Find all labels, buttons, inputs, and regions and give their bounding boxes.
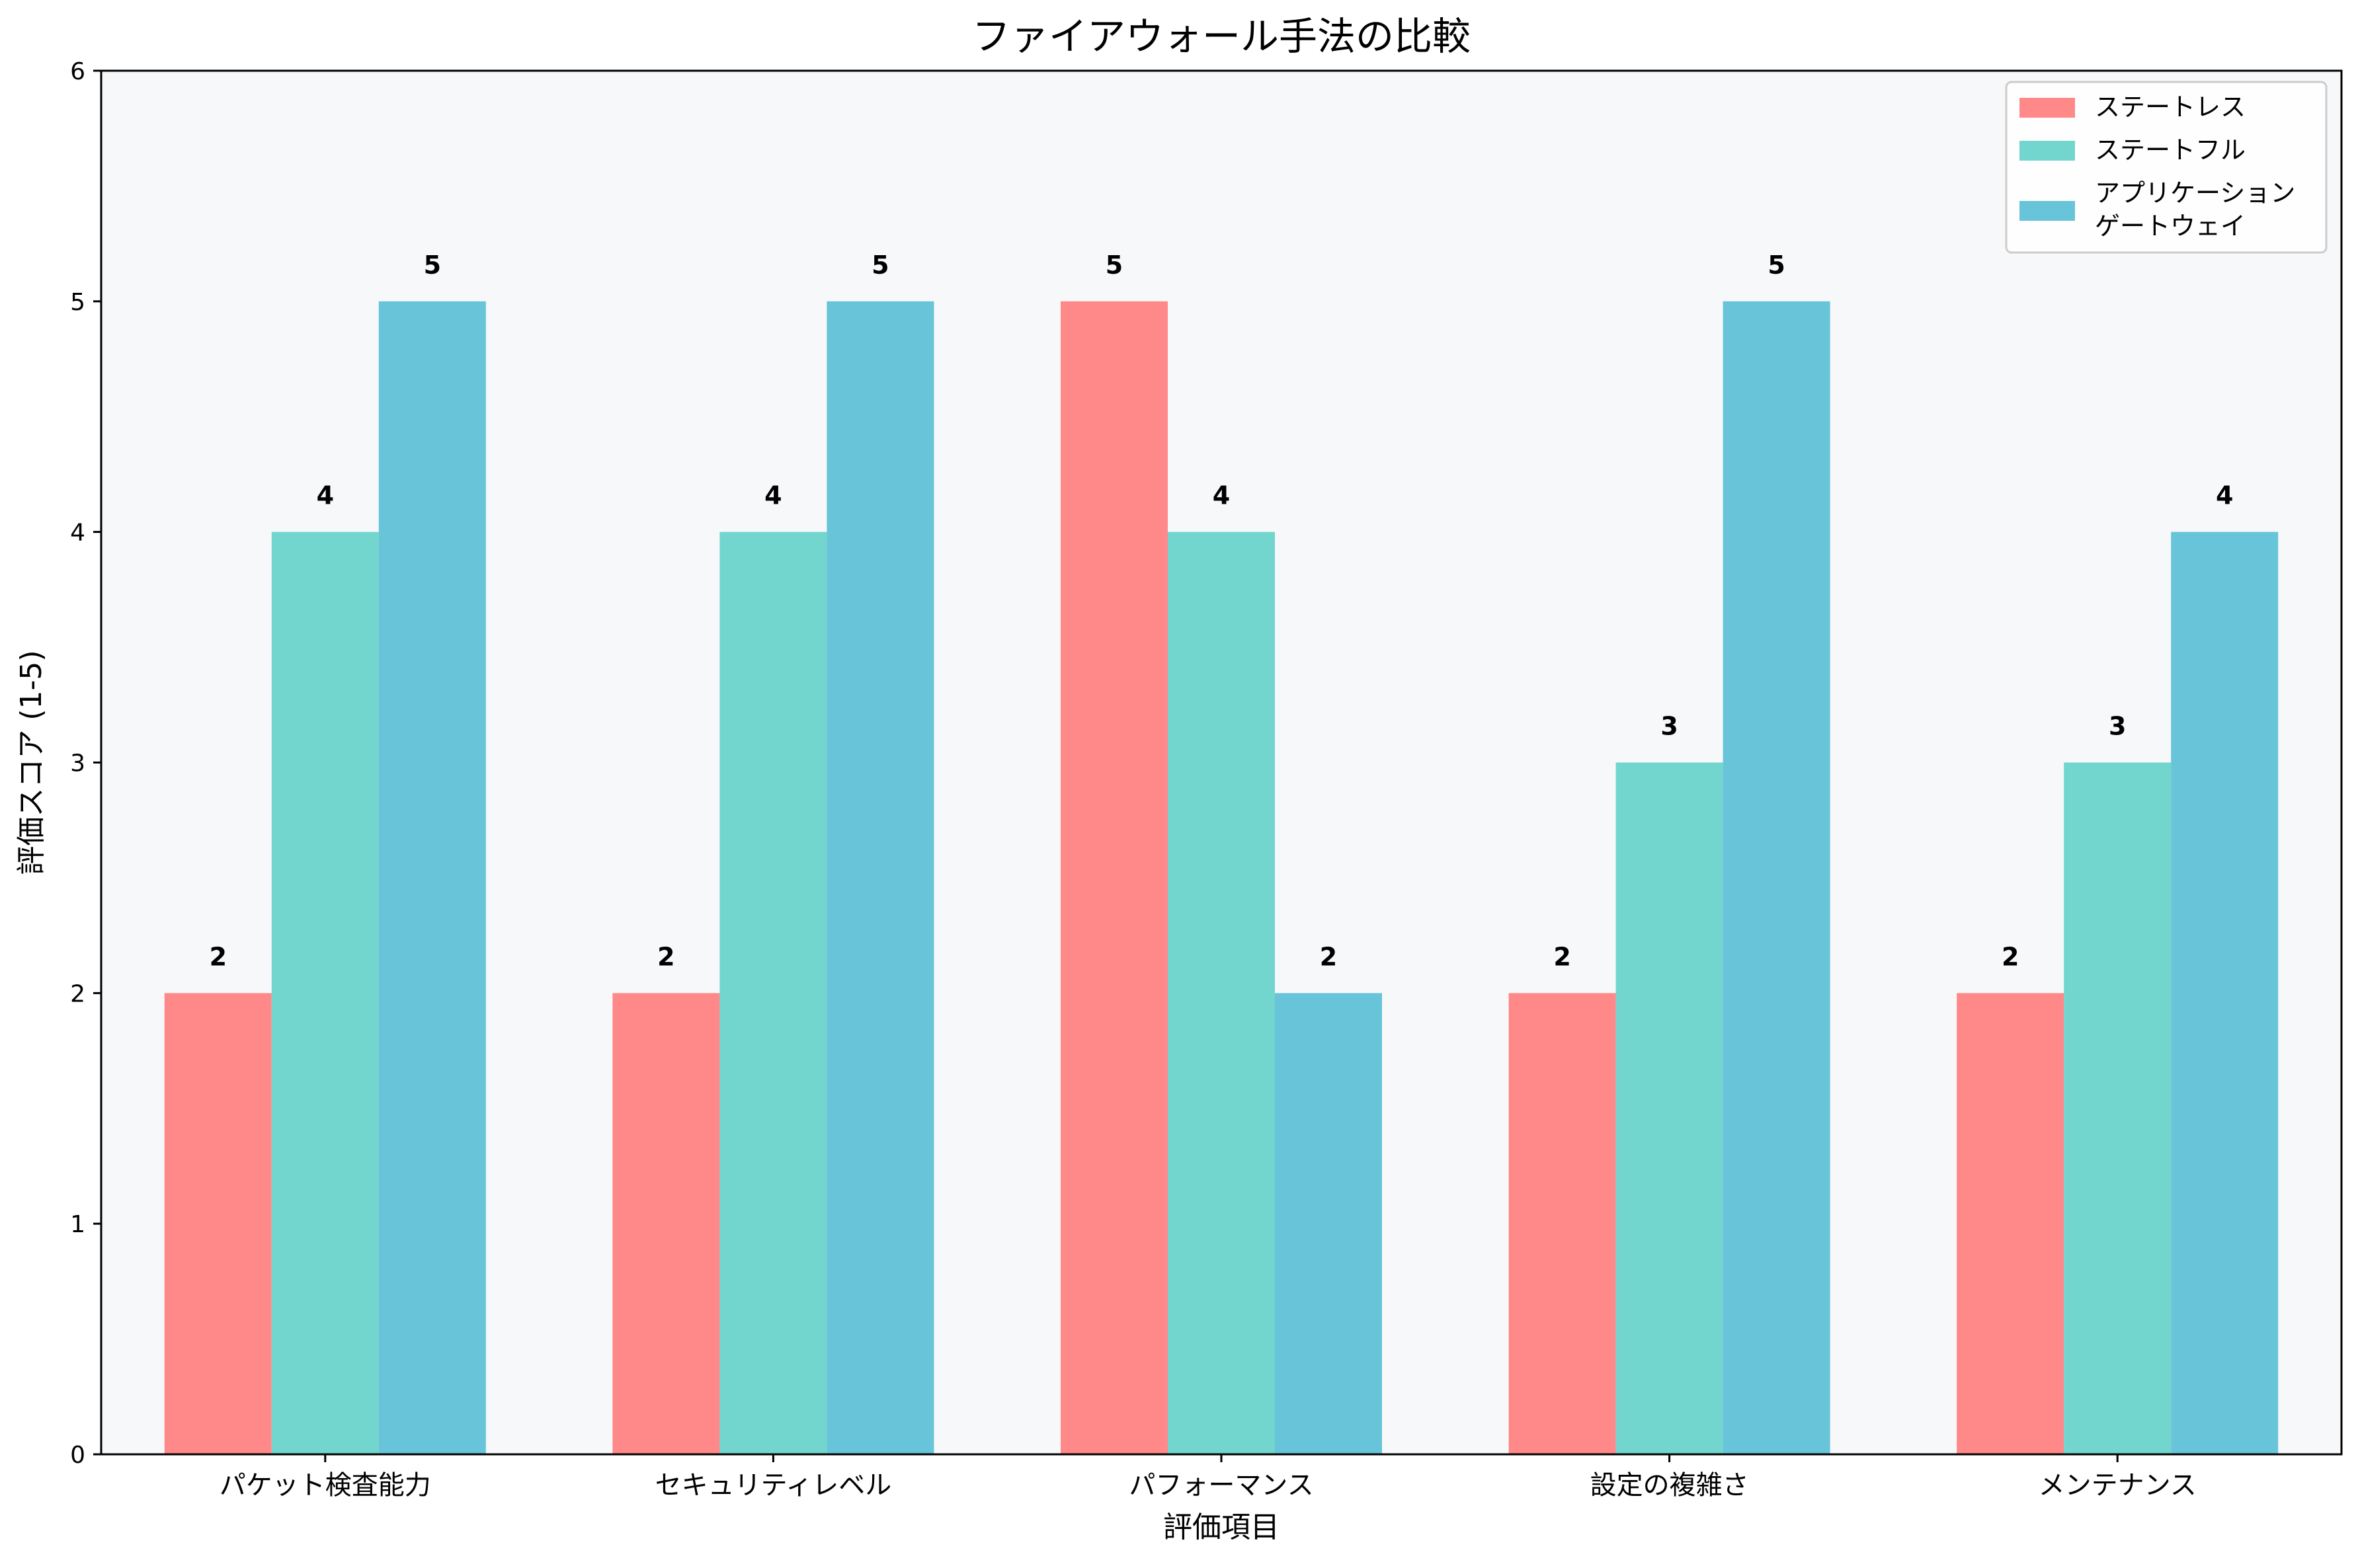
bar-value-label: 4 (317, 481, 334, 510)
bar-value-label: 5 (872, 251, 889, 280)
bars-group (164, 301, 2279, 1454)
bar-value-label: 2 (2002, 942, 2019, 971)
y-tick-label: 3 (70, 750, 85, 777)
y-axis: 0 1 2 3 4 5 6 (70, 58, 101, 1469)
bar (164, 993, 272, 1454)
x-tick-label: パケット検査能力 (220, 1470, 431, 1501)
legend-box (2005, 81, 2328, 254)
x-tick-label: メンテナンス (2039, 1470, 2197, 1501)
bar-value-label: 2 (1553, 942, 1570, 971)
bar (827, 301, 934, 1454)
bar-value-label: 2 (210, 942, 227, 971)
chart-title: ファイアウォール手法の比較 (972, 14, 1471, 59)
bar (1275, 993, 1382, 1454)
bar (2064, 762, 2172, 1454)
x-tick-label: セキュリティレベル (655, 1470, 892, 1501)
x-tick-label: パフォーマンス (1129, 1470, 1313, 1501)
bar (378, 301, 486, 1454)
bar (1723, 301, 1830, 1454)
y-tick-label: 6 (70, 58, 85, 85)
bar (1508, 993, 1616, 1454)
bar (1061, 301, 1168, 1454)
bar (2171, 531, 2279, 1454)
bar (612, 993, 720, 1454)
bar-value-label: 4 (764, 481, 782, 510)
bar-value-label: 2 (657, 942, 674, 971)
bar-value-label: 4 (1213, 481, 1230, 510)
x-tick-label: 設定の複雑さ (1590, 1470, 1749, 1501)
y-tick-label: 0 (70, 1442, 85, 1469)
y-tick-label: 1 (70, 1211, 85, 1238)
bar (719, 531, 827, 1454)
bar (1957, 993, 2064, 1454)
legend-label: アプリケーションゲートウェイ (2095, 178, 2295, 241)
legend-label: ステートフル (2095, 136, 2246, 165)
bar-value-label: 3 (2109, 712, 2126, 741)
y-axis-label: 評価スコア (1-5) (15, 650, 48, 875)
bar (271, 531, 379, 1454)
y-tick-label: 2 (70, 980, 85, 1007)
bar-value-label: 5 (424, 251, 441, 280)
x-axis-label: 評価項目 (1163, 1510, 1280, 1544)
y-tick-label: 5 (70, 289, 85, 316)
x-axis: パケット検査能力 セキュリティレベル パフォーマンス 設定の複雑さ メンテナンス (220, 1454, 2197, 1501)
bar (1615, 762, 1723, 1454)
bar-value-label: 2 (1320, 942, 1337, 971)
bar-value-label: 3 (1660, 712, 1678, 741)
bar-value-label: 4 (2216, 481, 2233, 510)
bar-value-label: 5 (1768, 251, 1785, 280)
bar-value-label: 5 (1106, 251, 1123, 280)
legend-swatch (2019, 201, 2075, 221)
bar (1168, 531, 1275, 1454)
value-labels-group: 2 4 5 2 4 5 5 4 2 2 3 5 2 3 4 (210, 251, 2234, 972)
legend-swatch (2019, 98, 2075, 118)
y-tick-label: 4 (70, 520, 85, 547)
legend-swatch (2019, 141, 2075, 161)
legend-label: ステートレス (2095, 93, 2246, 122)
